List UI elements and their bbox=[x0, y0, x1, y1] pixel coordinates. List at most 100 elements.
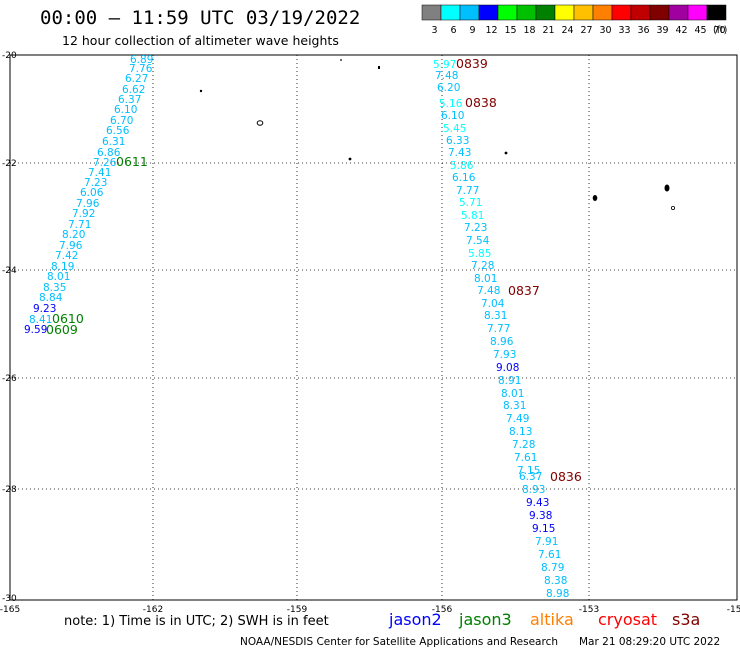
altimeter-tracks: 6.897.766.276.626.376.106.706.566.316.86… bbox=[24, 54, 582, 600]
pass-time-label: 0609 bbox=[46, 322, 78, 337]
legend-swatch bbox=[421, 4, 442, 21]
pass-time-label: 0838 bbox=[465, 95, 497, 110]
island-marker bbox=[664, 184, 670, 192]
latitude-tick-label: -22 bbox=[2, 159, 17, 169]
legend-swatch-label: 45 bbox=[694, 25, 706, 36]
wave-height-value: 8.98 bbox=[546, 588, 569, 600]
wave-height-value: 8.41 bbox=[29, 314, 52, 326]
wave-height-value: 9.43 bbox=[526, 497, 549, 509]
island-marker bbox=[340, 59, 342, 61]
wave-height-value: 7.93 bbox=[493, 349, 516, 361]
island-marker bbox=[199, 89, 203, 93]
longitude-tick-label: -162 bbox=[143, 605, 163, 615]
wave-height-value: 7.77 bbox=[456, 185, 479, 197]
wave-height-value: 9.15 bbox=[532, 523, 555, 535]
satellite-legend: jason2 jason3 altika cryosat s3a bbox=[388, 610, 700, 629]
wave-height-value: 6.27 bbox=[125, 73, 148, 85]
wave-height-value: 6.10 bbox=[114, 104, 137, 116]
wave-height-value: 6.37 bbox=[118, 94, 141, 106]
wave-height-value: 6.62 bbox=[122, 84, 145, 96]
longitude-tick-label: -153 bbox=[579, 605, 599, 615]
wave-height-value: 7.28 bbox=[512, 439, 535, 451]
wave-height-value: 7.71 bbox=[68, 219, 91, 231]
satellite-legend-entry: jason2 bbox=[388, 610, 442, 629]
wave-height-value: 7.61 bbox=[514, 452, 537, 464]
latitude-labels: -20 -22 -24 -26 -28 -30 bbox=[2, 51, 17, 604]
wave-height-value: 8.31 bbox=[484, 310, 507, 322]
wave-height-value: 8.79 bbox=[541, 562, 564, 574]
wave-height-value: 8.31 bbox=[503, 400, 526, 412]
wave-height-value: 8.84 bbox=[39, 292, 63, 304]
island-marker bbox=[592, 195, 598, 201]
wave-height-value: 7.61 bbox=[538, 549, 561, 561]
wave-height-value: 9.59 bbox=[24, 324, 47, 336]
wave-height-value: 7.28 bbox=[471, 260, 494, 272]
wave-height-value: 8.93 bbox=[522, 484, 545, 496]
latitude-tick-label: -20 bbox=[2, 51, 17, 61]
map-frame bbox=[9, 54, 738, 601]
footer-credit: NOAA/NESDIS Center for Satellite Applica… bbox=[240, 636, 558, 648]
wave-height-value: 6.89 bbox=[130, 54, 153, 66]
pass-time-label: 0837 bbox=[508, 283, 540, 298]
wave-height-value: 8.01 bbox=[47, 271, 70, 283]
map-subtitle: 12 hour collection of altimeter wave hei… bbox=[62, 33, 339, 48]
wave-height-value: 6.37 bbox=[519, 471, 542, 483]
pass-time-label: 0839 bbox=[456, 56, 488, 71]
wave-height-value: 7.26 bbox=[93, 157, 117, 169]
island-marker bbox=[348, 157, 352, 161]
longitude-tick-label: -156 bbox=[432, 605, 453, 615]
wave-height-value: 8.91 bbox=[498, 375, 521, 387]
island-marker bbox=[671, 205, 676, 210]
island-marker bbox=[256, 120, 264, 126]
wave-height-value: 6.31 bbox=[102, 136, 125, 148]
wave-height-value: 7.76 bbox=[129, 63, 153, 75]
legend-swatch-label: 33 bbox=[618, 25, 630, 36]
legend-swatch bbox=[440, 4, 461, 21]
legend-swatch-label: 3 bbox=[431, 25, 437, 36]
wave-height-value: 6.56 bbox=[106, 125, 130, 137]
legend-swatch bbox=[459, 4, 480, 21]
wave-height-value: 7.77 bbox=[487, 323, 510, 335]
wave-height-value: 7.04 bbox=[481, 298, 505, 310]
wave-height-value: 6.06 bbox=[80, 187, 104, 199]
wave-height-value: 7.23 bbox=[84, 177, 107, 189]
legend-swatch bbox=[630, 4, 651, 21]
wave-height-value: 8.13 bbox=[509, 426, 532, 438]
wave-height-value: 8.01 bbox=[501, 388, 524, 400]
wave-height-value: 7.96 bbox=[76, 198, 100, 210]
pass-time-label: 0611 bbox=[116, 154, 148, 169]
legend-swatch-label: 42 bbox=[675, 25, 687, 36]
legend-swatch bbox=[478, 4, 499, 21]
wave-height-value: 5.81 bbox=[461, 210, 484, 222]
legend-swatch-label: 6 bbox=[450, 25, 456, 36]
legend-swatch bbox=[497, 4, 518, 21]
wave-height-value: 5.45 bbox=[443, 123, 466, 135]
lat-lon-gridlines bbox=[10, 55, 737, 600]
legend-swatch-label: 15 bbox=[504, 25, 516, 36]
wave-height-value: 5.85 bbox=[468, 248, 491, 260]
latitude-tick-label: -28 bbox=[2, 485, 17, 495]
wave-height-value: 7.48 bbox=[435, 70, 458, 82]
wave-height-value: 7.41 bbox=[88, 167, 111, 179]
wave-height-value: 7.96 bbox=[59, 240, 83, 252]
legend-swatch bbox=[668, 4, 689, 21]
legend-swatch-label: 70 bbox=[713, 25, 725, 36]
wave-height-value: 7.15 bbox=[517, 465, 540, 477]
legend-swatch bbox=[554, 4, 575, 21]
legend-swatch bbox=[649, 4, 670, 21]
wave-height-value: 8.19 bbox=[51, 261, 74, 273]
wave-height-value: 8.01 bbox=[474, 273, 497, 285]
wave-height-value: 8.38 bbox=[544, 575, 567, 587]
wave-height-value: 6.10 bbox=[441, 110, 464, 122]
legend-swatch bbox=[592, 4, 613, 21]
legend-swatch bbox=[535, 4, 556, 21]
latitude-tick-label: -24 bbox=[2, 266, 17, 276]
legend-swatch-label: 9 bbox=[469, 25, 475, 36]
wave-height-value: 5.16 bbox=[439, 98, 463, 110]
legend-swatch bbox=[573, 4, 594, 21]
legend-swatch-label: 21 bbox=[542, 25, 554, 36]
legend-swatch-label: 12 bbox=[485, 25, 497, 36]
wave-height-value: 7.54 bbox=[466, 235, 490, 247]
wave-height-value: 8.96 bbox=[490, 336, 514, 348]
island-marker bbox=[504, 151, 508, 155]
